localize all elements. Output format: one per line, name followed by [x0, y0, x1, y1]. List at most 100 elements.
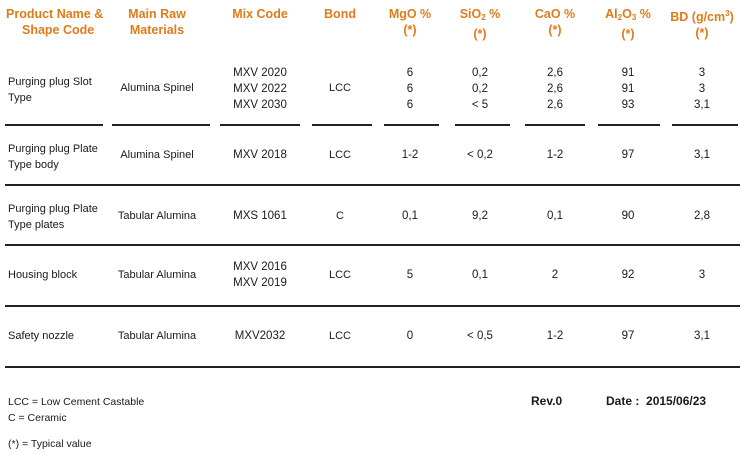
header-raw-materials: Main Raw Materials [112, 6, 202, 38]
row4-mix-1: MXV 2016 [233, 261, 287, 273]
row1-rule-name [5, 124, 103, 126]
revision-label: Rev.0 [531, 394, 563, 408]
row5-bond: LCC [328, 330, 351, 342]
row4-bd: 3 [698, 269, 706, 281]
header-mix-label: Mix Code [232, 7, 288, 21]
row1-sio2-2: 0,2 [472, 83, 488, 95]
header-bd-base: BD (g/cm [670, 10, 726, 24]
header-cao-label: CaO % [534, 7, 576, 21]
row1-bd-3: 3,1 [694, 99, 710, 111]
row1-mgo-2: 6 [406, 83, 414, 95]
header-product-line2: Shape Code [22, 23, 95, 37]
row1-rule-raw [112, 124, 210, 126]
header-al2o3-label: Al2O3 % [598, 6, 658, 26]
row3-name-line2: Type plates [8, 219, 65, 231]
row2-sio2: < 0,2 [467, 149, 493, 161]
legend-lcc: LCC = Low Cement Castable [8, 396, 145, 408]
header-al2o3-tail: % [636, 7, 651, 21]
row1-bd-1: 3 [698, 67, 706, 79]
row2-mgo: 1-2 [401, 149, 419, 161]
row1-product-name: Purging plug Slot Type [8, 74, 92, 106]
row1-mix-codes: MXV 2020 MXV 2022 MXV 2030 [220, 65, 300, 113]
row2-product-name: Purging plug Plate Type body [8, 141, 98, 173]
row4-al2o3: 92 [621, 269, 635, 281]
row1-name-line1: Purging plug Slot [8, 76, 92, 88]
header-sio2-tail: % [485, 7, 501, 21]
header-product-line1: Product Name & [6, 7, 104, 21]
row4-mgo: 5 [406, 269, 414, 281]
row5-rule [5, 366, 740, 368]
header-mix-code: Mix Code [220, 6, 300, 22]
row5-mgo: 0 [406, 330, 414, 342]
row1-mix-3: MXV 2030 [233, 99, 287, 111]
row1-rule-mgo [384, 124, 439, 126]
date-block: Date : 2015/06/23 [606, 394, 706, 408]
row4-raw-material: Tabular Alumina [117, 269, 197, 281]
header-mgo-label: MgO % [388, 7, 432, 21]
row1-bd: 3 3 3,1 [672, 65, 732, 113]
header-cao-note: (*) [548, 23, 562, 37]
row1-raw-material: Alumina Spinel [120, 82, 194, 94]
row1-cao: 2,6 2,6 2,6 [525, 65, 585, 113]
date-value: 2015/06/23 [646, 394, 707, 408]
row1-cao-2: 2,6 [547, 83, 563, 95]
row1-cao-3: 2,6 [547, 99, 563, 111]
row3-product-name: Purging plug Plate Type plates [8, 201, 98, 233]
header-raw-line1: Main Raw [128, 7, 186, 21]
row1-rule-sio2 [455, 124, 510, 126]
header-al2o3-mid: O [622, 7, 632, 21]
row2-bond: LCC [328, 149, 351, 161]
row1-rule-mix [220, 124, 300, 126]
row4-mix-codes: MXV 2016 MXV 2019 [220, 259, 300, 291]
header-bd-tail: ) [729, 10, 734, 24]
row4-rule [5, 305, 740, 307]
header-bd-label: BD (g/cm3) [662, 6, 742, 25]
header-al2o3-sub2: 3 [631, 13, 637, 22]
row2-al2o3: 97 [621, 149, 635, 161]
row1-name-line2: Type [8, 92, 32, 104]
row4-sio2: 0,1 [472, 269, 488, 281]
row3-cao: 0,1 [547, 210, 563, 222]
header-sio2-note: (*) [473, 27, 487, 41]
row5-cao: 1-2 [546, 330, 564, 342]
header-al2o3: Al2O3 % (*) [598, 6, 658, 42]
legend-typical-value: (*) = Typical value [8, 438, 92, 450]
row1-mgo-1: 6 [406, 67, 414, 79]
header-bd: BD (g/cm3) (*) [662, 6, 742, 41]
header-al2o3-sub1: 2 [617, 13, 623, 22]
row1-al2o3: 91 91 93 [598, 65, 658, 113]
header-al2o3-base: Al [605, 7, 618, 21]
row1-mgo: 6 6 6 [380, 65, 440, 113]
legend-ceramic: C = Ceramic [8, 412, 67, 424]
row4-mix-2: MXV 2019 [233, 277, 287, 289]
header-bd-sup: 3 [725, 9, 730, 18]
row3-mix-code: MXS 1061 [233, 210, 287, 222]
row3-bd: 2,8 [694, 210, 710, 222]
row1-sio2-3: < 5 [471, 99, 489, 111]
header-bond: Bond [310, 6, 370, 22]
row1-mgo-3: 6 [406, 99, 414, 111]
row1-rule-al2o3 [598, 124, 660, 126]
row1-mix-1: MXV 2020 [233, 67, 287, 79]
row1-rule-cao [525, 124, 585, 126]
header-bd-note: (*) [695, 26, 709, 40]
row4-product-name: Housing block [8, 269, 78, 281]
header-sio2-sub: 2 [481, 13, 486, 22]
row1-al2o3-1: 91 [621, 67, 635, 79]
row4-bond: LCC [328, 269, 351, 281]
row3-al2o3: 90 [621, 210, 635, 222]
row1-sio2: 0,2 0,2 < 5 [450, 65, 510, 113]
row5-mix-code: MXV2032 [234, 330, 286, 342]
row2-name-line1: Purging plug Plate [8, 143, 98, 155]
header-cao: CaO % (*) [525, 6, 585, 38]
row1-mix-2: MXV 2022 [233, 83, 287, 95]
header-product: Product Name & Shape Code [6, 6, 103, 38]
row3-raw-material: Tabular Alumina [117, 210, 197, 222]
row1-al2o3-2: 91 [621, 83, 635, 95]
row2-cao: 1-2 [546, 149, 564, 161]
row1-rule-bond [312, 124, 372, 126]
date-label: Date : [606, 394, 640, 408]
row4-cao: 2 [551, 269, 559, 281]
header-al2o3-note: (*) [621, 27, 635, 41]
row5-sio2: < 0,5 [467, 330, 493, 342]
